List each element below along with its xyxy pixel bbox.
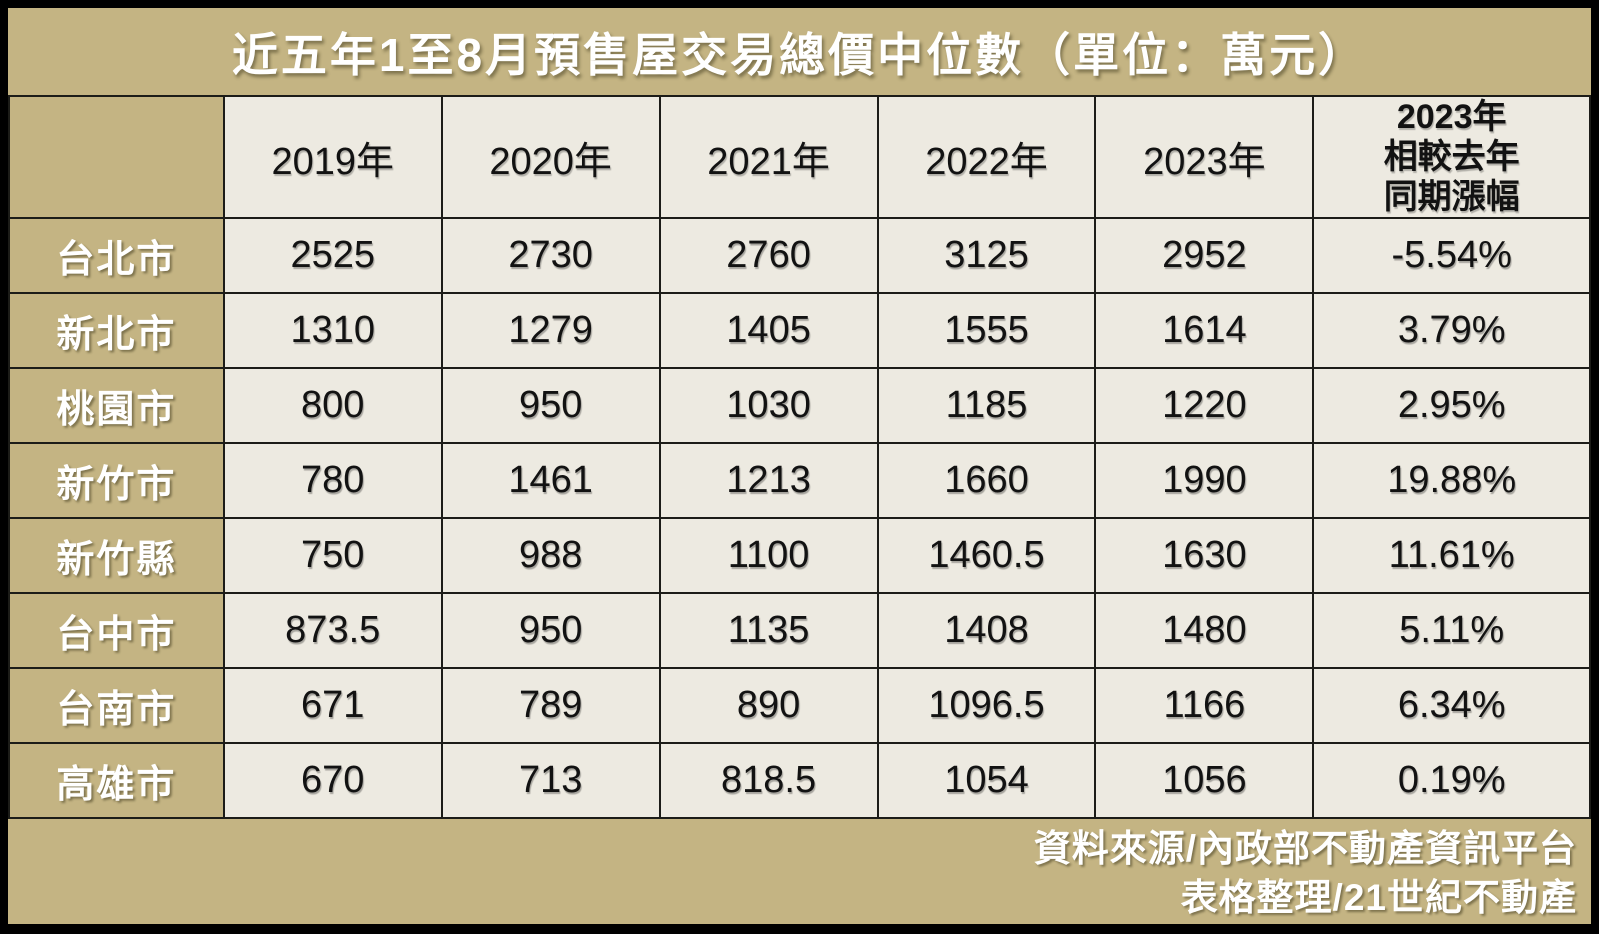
corner-cell [8,94,225,220]
cell-value: 873.5 [222,592,443,670]
cell-change: -5.54% [1312,217,1591,295]
column-header-2021: 2021年 [658,94,879,220]
cell-value: 750 [222,517,443,595]
cell-value: 1480 [1094,592,1315,670]
table-row-taoyuan: 桃園市 800 950 1030 1185 1220 2.95% [8,367,1591,445]
cell-value: 1310 [222,292,443,370]
row-city-label: 台北市 [8,217,225,295]
cell-change: 5.11% [1312,592,1591,670]
cell-value: 1100 [658,517,879,595]
cell-value: 818.5 [658,742,879,820]
cell-value: 1461 [440,442,661,520]
column-header-change: 2023年 相較去年 同期漲幅 [1312,94,1591,220]
row-city-label: 新竹市 [8,442,225,520]
cell-value: 950 [440,367,661,445]
cell-value: 1213 [658,442,879,520]
table-row-taipei: 台北市 2525 2730 2760 3125 2952 -5.54% [8,217,1591,295]
cell-value: 2760 [658,217,879,295]
data-source-line: 資料來源/內政部不動產資訊平台 [1033,828,1577,869]
column-header-2022: 2022年 [876,94,1097,220]
row-city-label: 台中市 [8,592,225,670]
cell-value: 1555 [876,292,1097,370]
cell-value: 1630 [1094,517,1315,595]
cell-value: 1405 [658,292,879,370]
cell-value: 1460.5 [876,517,1097,595]
cell-value: 1408 [876,592,1097,670]
column-header-2019: 2019年 [222,94,443,220]
row-city-label: 台南市 [8,667,225,745]
table-row-hsinchu-city: 新竹市 780 1461 1213 1660 1990 19.88% [8,442,1591,520]
cell-value: 1030 [658,367,879,445]
table-row-newtaipei: 新北市 1310 1279 1405 1555 1614 3.79% [8,292,1591,370]
table-row-tainan: 台南市 671 789 890 1096.5 1166 6.34% [8,667,1591,745]
row-city-label: 新竹縣 [8,517,225,595]
cell-change: 0.19% [1312,742,1591,820]
table-row-kaohsiung: 高雄市 670 713 818.5 1054 1056 0.19% [8,742,1591,820]
change-header-line1: 2023年 [1396,98,1507,136]
credit-line: 表格整理/21世紀不動產 [1180,876,1577,918]
cell-value: 800 [222,367,443,445]
cell-change: 19.88% [1312,442,1591,520]
cell-value: 890 [658,667,879,745]
cell-value: 950 [440,592,661,670]
cell-value: 1614 [1094,292,1315,370]
column-header-2020: 2020年 [440,94,661,220]
header-row: 2019年 2020年 2021年 2022年 2023年 2023年 相較去年… [8,94,1591,220]
cell-value: 670 [222,742,443,820]
cell-value: 1660 [876,442,1097,520]
change-header-line2: 相較去年 [1383,138,1520,177]
cell-change: 3.79% [1312,292,1591,370]
cell-value: 1054 [876,742,1097,820]
cell-value: 713 [440,742,661,820]
column-header-2023: 2023年 [1094,94,1315,220]
cell-value: 671 [222,667,443,745]
cell-value: 988 [440,517,661,595]
table-row-hsinchu-county: 新竹縣 750 988 1100 1460.5 1630 11.61% [8,517,1591,595]
cell-value: 2730 [440,217,661,295]
footer: 資料來源/內政部不動產資訊平台 表格整理/21世紀不動產 [8,819,1591,928]
cell-change: 6.34% [1312,667,1591,745]
row-city-label: 桃園市 [8,367,225,445]
cell-value: 1279 [440,292,661,370]
cell-value: 1185 [876,367,1097,445]
cell-value: 2952 [1094,217,1315,295]
table-row-taichung: 台中市 873.5 950 1135 1408 1480 5.11% [8,592,1591,670]
cell-value: 1096.5 [876,667,1097,745]
cell-change: 2.95% [1312,367,1591,445]
cell-value: 3125 [876,217,1097,295]
row-city-label: 新北市 [8,292,225,370]
infographic-frame: 近五年1至8月預售屋交易總價中位數（單位：萬元） 2019年 2020年 202… [8,8,1591,924]
cell-value: 780 [222,442,443,520]
change-header-line3: 同期漲幅 [1383,178,1520,217]
cell-value: 1056 [1094,742,1315,820]
cell-value: 2525 [222,217,443,295]
cell-value: 1990 [1094,442,1315,520]
cell-value: 1220 [1094,367,1315,445]
price-table: 2019年 2020年 2021年 2022年 2023年 2023年 相較去年… [8,94,1591,820]
cell-value: 1135 [658,592,879,670]
page-title: 近五年1至8月預售屋交易總價中位數（單位：萬元） [231,28,1368,81]
cell-value: 789 [440,667,661,745]
cell-value: 1166 [1094,667,1315,745]
row-city-label: 高雄市 [8,742,225,820]
cell-change: 11.61% [1312,517,1591,595]
